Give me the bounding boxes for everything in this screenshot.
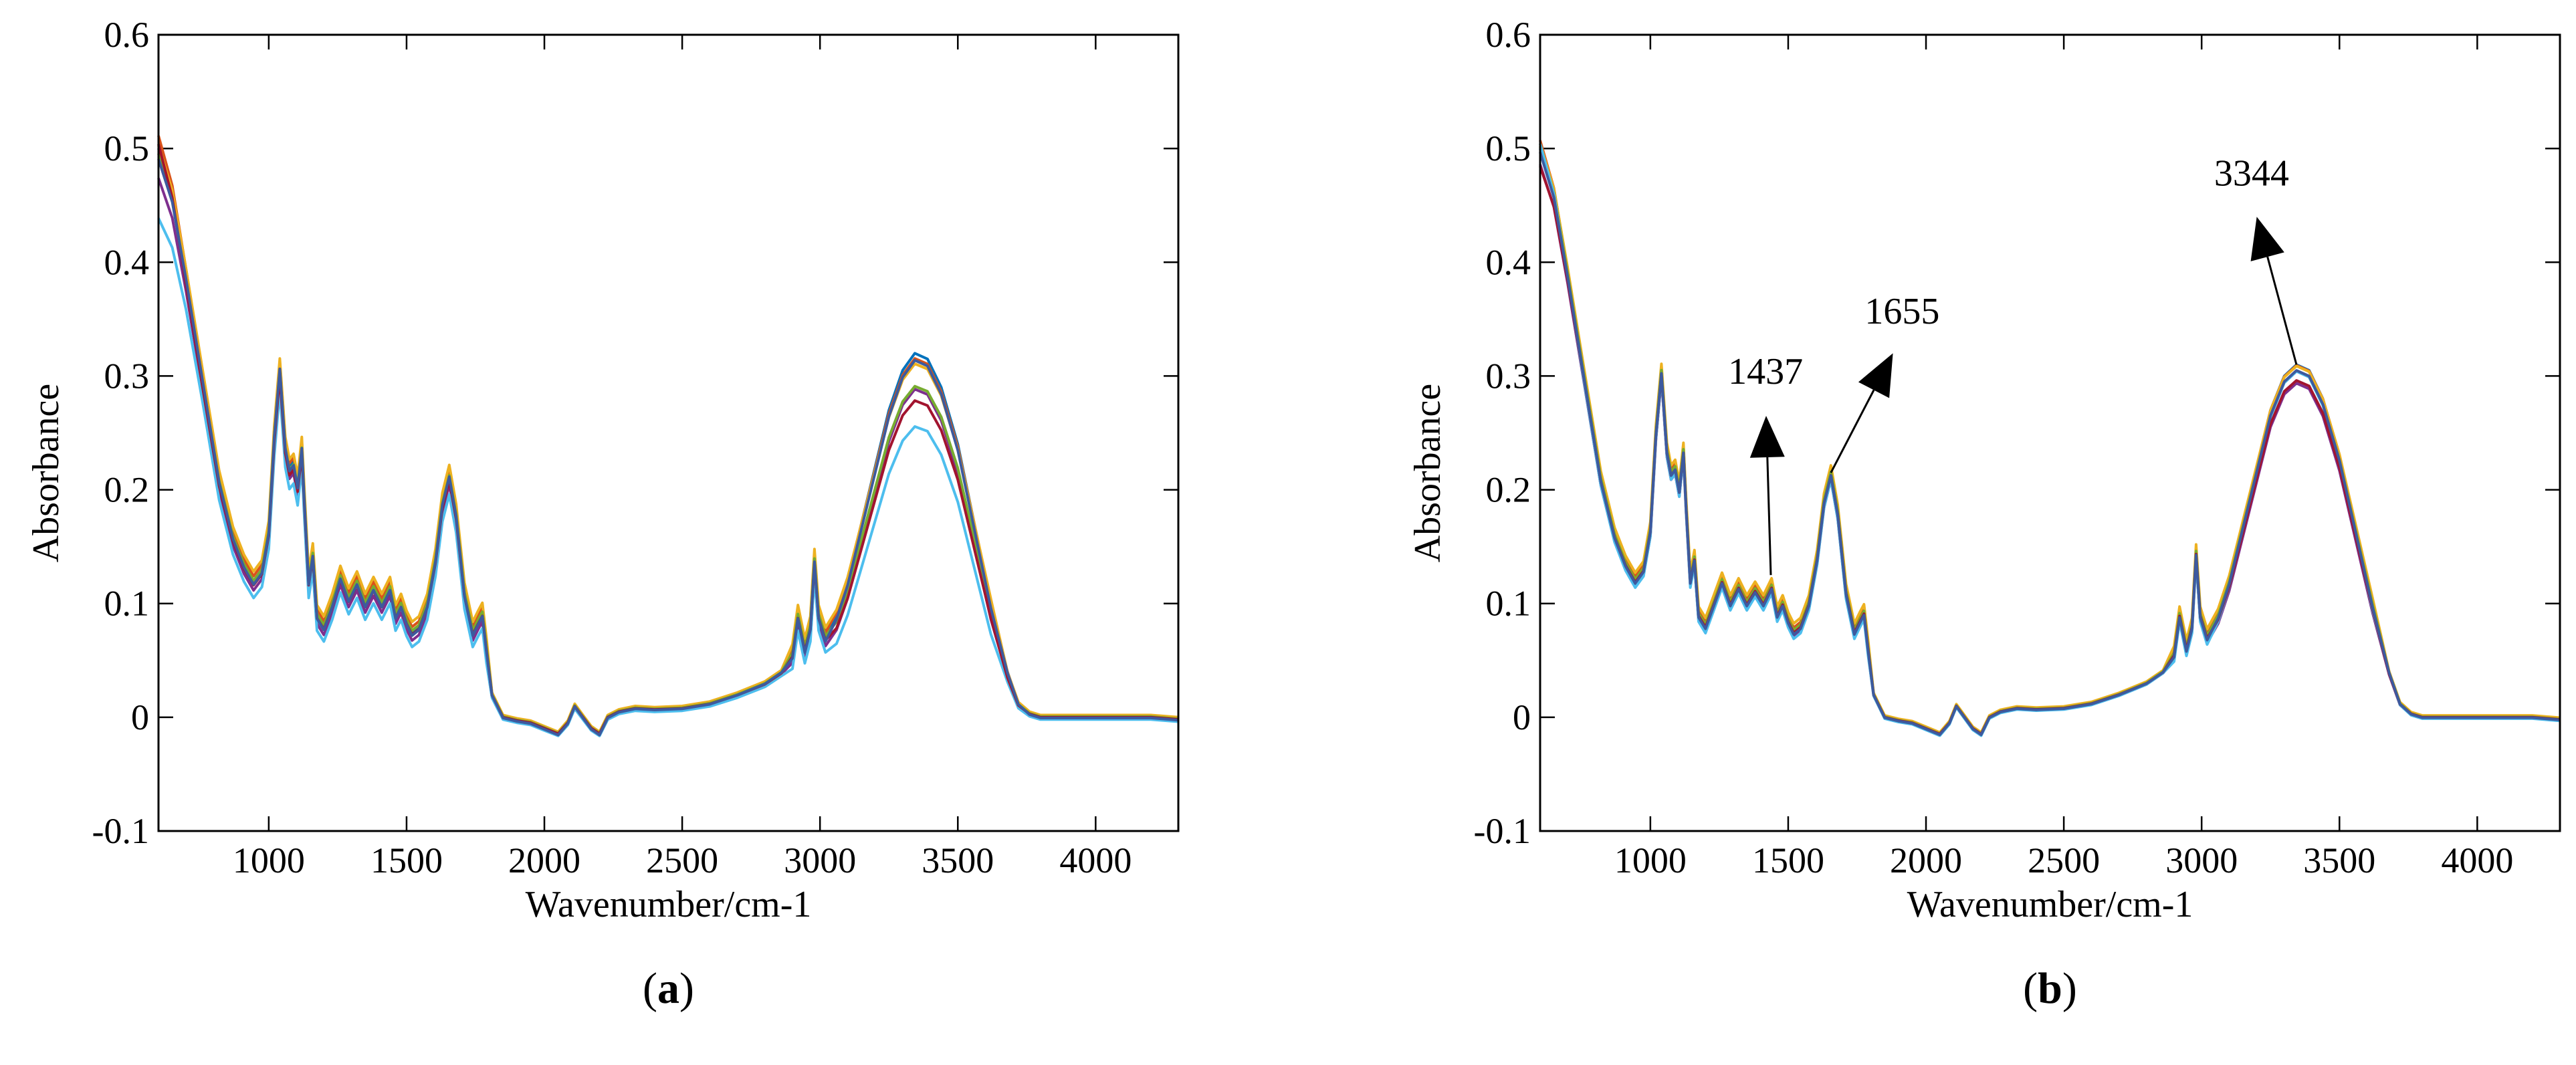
panel-b-series — [1539, 140, 2561, 737]
panel-b-x-tick-label: 1500 — [1752, 840, 1824, 880]
panel-b-series-line-s4 — [1539, 164, 2561, 737]
panel-a-series-line-s2 — [157, 135, 1179, 735]
panel-b-series-line-s3 — [1539, 143, 2561, 734]
panel-b-annotation-label: 1655 — [1864, 291, 1939, 332]
panel-a-series-line-s3 — [157, 145, 1179, 733]
panel-a-y-ticks: -0.1 0 0.1 0.2 0.3 0.4 0.5 0.6 — [92, 15, 1178, 851]
panel-a-y-axis-label: Absorbance — [25, 384, 67, 562]
panel-b-plot-frame — [1539, 33, 2561, 832]
panel-b-y-tick-label: 0.5 — [1486, 128, 1531, 168]
panel-a-series — [157, 135, 1179, 737]
panel-b-y-ticks: -0.1 0 0.1 0.2 0.3 0.4 0.5 0.6 — [1474, 15, 2560, 851]
panel-b-series-line-s6 — [1539, 143, 2561, 737]
panel-b-annotation-arrow-line — [2266, 256, 2298, 365]
panel-b-annotation-label: 1437 — [1728, 351, 1803, 392]
panel-a-series-line-s8 — [157, 158, 1179, 737]
panel-b-annotation-arrow-line — [1830, 389, 1875, 473]
panel-a: -0.1 0 0.1 0.2 0.3 0.4 0.5 0.6 1000 1500 2000 2500… — [25, 15, 1180, 1013]
panel-a-caption-letter: a — [657, 964, 679, 1013]
panel-b-y-axis-label: Absorbance — [1407, 384, 1448, 562]
panel-b-annotation-label: 3344 — [2214, 152, 2289, 194]
panel-b-x-tick-label: 3000 — [2165, 840, 2238, 880]
panel-a-x-tick-label: 1000 — [233, 840, 305, 880]
panel-b-caption: (b) — [2023, 964, 2077, 1013]
panel-b-y-tick-label: 0.1 — [1486, 584, 1531, 624]
panel-a-x-tick-label: 2000 — [508, 840, 580, 880]
panel-b-series-line-s5 — [1539, 146, 2561, 735]
panel-a-x-ticks: 1000 1500 2000 2500 3000 3500 4000 — [233, 35, 1132, 880]
panel-a-plot-frame — [157, 33, 1180, 832]
panel-b-caption-open: ( — [2023, 964, 2038, 1013]
panel-b-series-line-s2 — [1539, 140, 2561, 735]
panel-a-series-line-s6 — [157, 217, 1179, 737]
panel-b-x-ticks: 1000 1500 2000 2500 3000 3500 4000 — [1614, 35, 2513, 880]
panel-b-series-line-s7 — [1539, 166, 2561, 736]
panel-a-y-tick-label: 0.3 — [104, 356, 150, 396]
panel-a-series-line-s1 — [157, 148, 1179, 736]
panel-a-x-axis-label: Wavenumber/cm-1 — [526, 884, 812, 925]
panel-a-x-tick-label: 1500 — [370, 840, 443, 880]
panel-b-caption-close: ) — [2062, 964, 2077, 1013]
panel-b-caption-letter: b — [2038, 964, 2062, 1013]
panel-a-series-line-s5 — [157, 153, 1179, 735]
panel-a-caption-open: ( — [643, 964, 657, 1013]
panel-a-x-tick-label: 3000 — [784, 840, 856, 880]
panel-a-y-tick-label: 0.2 — [104, 470, 150, 510]
panel-b-annotation-arrow-head — [1858, 353, 1893, 398]
panel-b-series-line-s8 — [1539, 152, 2561, 736]
panel-b-y-tick-label: 0.4 — [1486, 242, 1531, 282]
panel-a-series-line-s4 — [157, 177, 1179, 737]
panel-b-annotation-arrow-line — [1766, 457, 1772, 576]
panel-b-y-tick-label: 0.6 — [1486, 15, 1531, 55]
panel-a-caption: (a) — [643, 964, 694, 1013]
panel-a-x-tick-label: 2500 — [646, 840, 718, 880]
panel-a-y-tick-label: -0.1 — [92, 811, 149, 851]
panel-b-x-tick-label: 2500 — [2028, 840, 2100, 880]
panel-b-x-tick-label: 4000 — [2441, 840, 2513, 880]
panel-a-y-tick-label: 0.5 — [104, 128, 150, 168]
panel-a-y-tick-label: 0.1 — [104, 584, 150, 624]
panel-a-y-tick-label: 0 — [131, 697, 149, 737]
panel-b-x-axis-label: Wavenumber/cm-1 — [1907, 884, 2193, 925]
panel-b-y-tick-label: 0.2 — [1486, 470, 1531, 510]
panel-b-annotation-arrow-head — [1749, 415, 1785, 458]
panel-b-x-tick-label: 3500 — [2303, 840, 2375, 880]
panel-b-y-tick-label: 0.3 — [1486, 356, 1531, 396]
panel-b-series-line-s1 — [1539, 148, 2561, 736]
panel-b-y-tick-label: 0 — [1513, 697, 1531, 737]
panel-b: -0.1 0 0.1 0.2 0.3 0.4 0.5 0.6 1000 1500 2000 2500… — [1407, 15, 2561, 1013]
panel-a-y-tick-label: 0.4 — [104, 242, 150, 282]
panel-a-y-tick-label: 0.6 — [104, 15, 150, 55]
panel-b-annotations: 1437 1655 3344 — [1728, 152, 2298, 576]
panel-b-x-tick-label: 2000 — [1890, 840, 1962, 880]
panel-a-caption-close: ) — [679, 964, 694, 1013]
panel-b-x-tick-label: 1000 — [1614, 840, 1687, 880]
panel-a-series-line-s7 — [157, 144, 1179, 735]
panel-b-annotation-arrow-head — [2250, 217, 2284, 261]
panel-a-x-tick-label: 3500 — [922, 840, 994, 880]
panel-b-y-tick-label: -0.1 — [1474, 811, 1531, 851]
panel-a-x-tick-label: 4000 — [1059, 840, 1132, 880]
